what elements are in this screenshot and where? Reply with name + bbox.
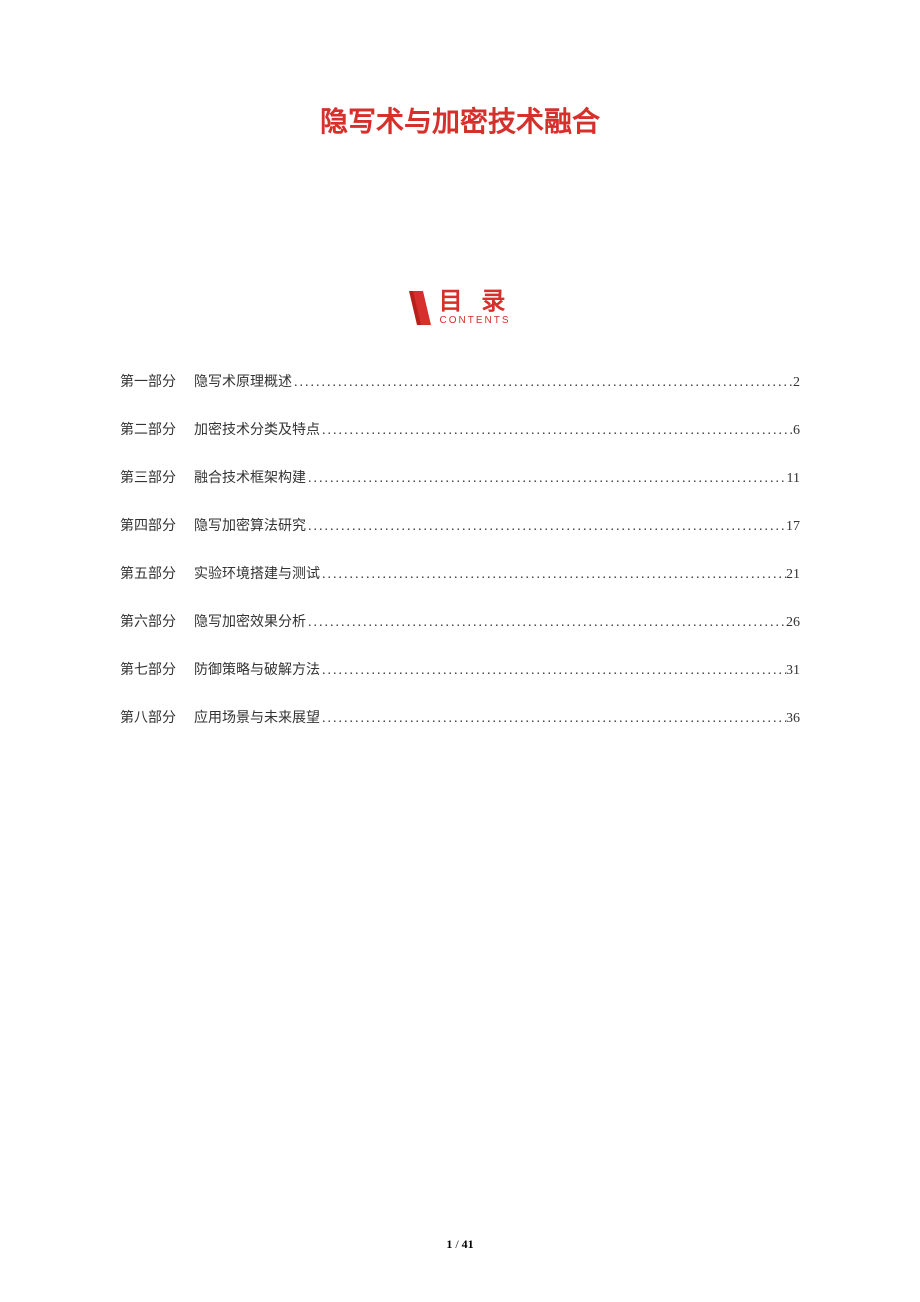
toc-entry-title: 防御策略与破解方法: [194, 659, 320, 679]
toc-leader-dots: ........................................…: [306, 519, 786, 535]
toc-page-number: 21: [786, 567, 800, 583]
toc-list: 第一部分 隐写术原理概述 ...........................…: [120, 371, 800, 727]
toc-part-label: 第六部分: [120, 611, 176, 631]
toc-part-label: 第一部分: [120, 371, 176, 391]
toc-page-number: 36: [786, 711, 800, 727]
page-separator: /: [452, 1237, 461, 1251]
toc-entry-title: 应用场景与未来展望: [194, 707, 320, 727]
toc-page-number: 31: [786, 663, 800, 679]
toc-entry: 第四部分 隐写加密算法研究 ..........................…: [120, 515, 800, 535]
page-footer: 1 / 41: [0, 1237, 920, 1252]
toc-entry-title: 隐写术原理概述: [194, 371, 292, 391]
toc-entry: 第二部分 加密技术分类及特点 .........................…: [120, 419, 800, 439]
toc-leader-dots: ........................................…: [320, 423, 793, 439]
toc-part-label: 第七部分: [120, 659, 176, 679]
total-page-number: 41: [462, 1237, 474, 1251]
toc-entry-title: 融合技术框架构建: [194, 467, 306, 487]
toc-entry: 第八部分 应用场景与未来展望 .........................…: [120, 707, 800, 727]
toc-leader-dots: ........................................…: [320, 567, 786, 583]
toc-page-number: 17: [786, 519, 800, 535]
toc-entry-title: 隐写加密效果分析: [194, 611, 306, 631]
page-container: 隐写术与加密技术融合 目 录 CONTENTS 第一部分 隐写术原理概述 ...…: [0, 0, 920, 1302]
document-title: 隐写术与加密技术融合: [120, 100, 800, 140]
toc-bookmark-icon: [409, 291, 431, 325]
toc-entry: 第一部分 隐写术原理概述 ...........................…: [120, 371, 800, 391]
toc-page-number: 26: [786, 615, 800, 631]
toc-entry: 第三部分 融合技术框架构建 ..........................…: [120, 467, 800, 487]
toc-label-en: CONTENTS: [439, 316, 510, 326]
toc-leader-dots: ........................................…: [320, 711, 786, 727]
toc-entry: 第五部分 实验环境搭建与测试 .........................…: [120, 563, 800, 583]
toc-header: 目 录 CONTENTS: [120, 290, 800, 326]
toc-label-group: 目 录 CONTENTS: [439, 290, 512, 326]
toc-entry-title: 隐写加密算法研究: [194, 515, 306, 535]
toc-leader-dots: ........................................…: [306, 615, 786, 631]
toc-part-label: 第八部分: [120, 707, 176, 727]
toc-part-label: 第五部分: [120, 563, 176, 583]
toc-part-label: 第三部分: [120, 467, 176, 487]
toc-entry-title: 实验环境搭建与测试: [194, 563, 320, 583]
toc-page-number: 2: [793, 375, 800, 391]
toc-entry-title: 加密技术分类及特点: [194, 419, 320, 439]
toc-leader-dots: ........................................…: [292, 375, 793, 391]
toc-page-number: 11: [787, 471, 800, 487]
toc-part-label: 第四部分: [120, 515, 176, 535]
toc-entry: 第七部分 防御策略与破解方法 .........................…: [120, 659, 800, 679]
toc-part-label: 第二部分: [120, 419, 176, 439]
toc-page-number: 6: [793, 423, 800, 439]
toc-entry: 第六部分 隐写加密效果分析 ..........................…: [120, 611, 800, 631]
toc-leader-dots: ........................................…: [320, 663, 786, 679]
toc-leader-dots: ........................................…: [306, 471, 787, 487]
toc-label-cn: 目 录: [439, 290, 512, 314]
